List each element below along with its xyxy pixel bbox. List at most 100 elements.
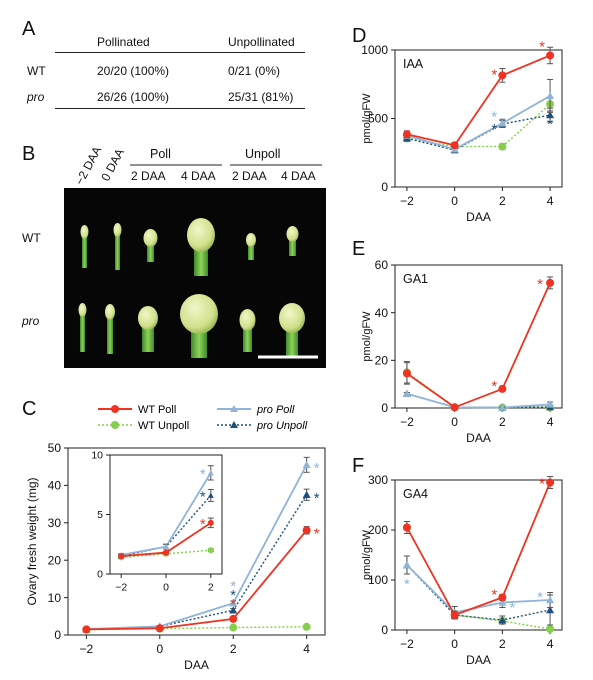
sub-label-unpoll-4: 4 DAA bbox=[281, 169, 316, 183]
row-label-wt: WT bbox=[22, 231, 41, 245]
group-label-unpoll: Unpoll bbox=[245, 147, 280, 161]
c-asterisk-pro-poll-4: * bbox=[314, 460, 320, 477]
d-asterisk-pro-poll-2: * bbox=[491, 108, 497, 125]
d-point-wt-poll bbox=[546, 51, 555, 60]
f-asterisk-wt-poll-4: * bbox=[539, 476, 545, 493]
sub-label-unpoll-2: 2 DAA bbox=[232, 169, 267, 183]
legend-marker-pro-poll bbox=[230, 405, 238, 412]
e-line-pro-poll bbox=[406, 392, 551, 409]
ovary-pro-minus2 bbox=[78, 303, 87, 352]
e-line-wt-poll bbox=[406, 282, 551, 409]
c-line-wt-poll bbox=[86, 529, 308, 631]
e-point-pro-poll bbox=[498, 403, 507, 411]
e-xtick-label: 2 bbox=[499, 415, 506, 429]
d-xtick-label: 2 bbox=[499, 194, 506, 208]
f-asterisk-pro-poll-2b: * bbox=[509, 600, 515, 617]
c-asterisk-pro-poll-2: * bbox=[230, 578, 236, 595]
f-line-pro-unpoll bbox=[406, 564, 551, 621]
table-rule bbox=[55, 108, 305, 109]
f-asterisk-pro-poll-minus2: * bbox=[404, 576, 410, 593]
d-point-wt-poll bbox=[450, 141, 459, 150]
c-point-wt-unpoll bbox=[229, 623, 238, 632]
d-ytick-label: 500 bbox=[368, 112, 388, 126]
c-xtick-label: 4 bbox=[303, 642, 310, 656]
c-inset-point-pro-unpoll bbox=[207, 492, 214, 498]
e-point-wt-poll bbox=[450, 403, 459, 412]
col-label-minus2: −2 DAA bbox=[72, 144, 104, 187]
d-ytick-label: 1000 bbox=[361, 43, 388, 57]
f-asterisk-pro-poll-4: * bbox=[537, 589, 543, 606]
e-xtick-label: −2 bbox=[400, 415, 414, 429]
c-inset-asterisk-pro-poll: * bbox=[200, 466, 206, 483]
f-point-pro-poll bbox=[402, 561, 411, 569]
ovary-wt-minus2 bbox=[80, 225, 89, 268]
chart-ga4: 0 100 200 300 −2 0 2 4 DAA pmol/gFW GA4 * * * * * bbox=[361, 473, 563, 667]
ovary-pro-unpoll-4 bbox=[279, 303, 305, 358]
sub-label-poll-4: 4 DAA bbox=[181, 169, 216, 183]
legend-marker-wt-unpoll bbox=[111, 421, 119, 429]
c-point-pro-unpoll bbox=[229, 606, 238, 614]
ovary-pro-0 bbox=[105, 304, 115, 354]
e-xtick-label: 0 bbox=[451, 415, 458, 429]
c-inset-ytick-label: 0 bbox=[97, 569, 103, 581]
chart-ovary-weight-inset: 0 5 10 −2 0 2 * * * bbox=[91, 450, 223, 594]
c-xtick-label: 0 bbox=[156, 642, 163, 656]
c-asterisk-pro-unpoll-2: * bbox=[230, 587, 236, 604]
ovary-wt-unpoll-4 bbox=[286, 226, 299, 256]
e-point-pro-poll bbox=[402, 389, 411, 397]
d-line-pro-unpoll bbox=[406, 114, 551, 151]
e-title: GA1 bbox=[403, 272, 428, 286]
f-point-wt-poll bbox=[402, 523, 411, 532]
panel-letter-f: F bbox=[352, 455, 365, 477]
legend-marker-wt-poll bbox=[111, 405, 119, 413]
c-point-pro-unpoll bbox=[302, 490, 311, 498]
c-point-wt-unpoll bbox=[302, 622, 311, 631]
c-inset-asterisk-pro-unpoll: * bbox=[200, 488, 206, 505]
c-point-wt-poll bbox=[229, 614, 238, 623]
chart-ovary-weight: WT Poll pro Poll WT Unpoll pro Unpoll 0 1… bbox=[25, 404, 326, 672]
f-ytick-label: 0 bbox=[381, 623, 388, 637]
c-inset-xtick-label: 0 bbox=[163, 582, 169, 594]
f-frame bbox=[394, 479, 563, 631]
f-point-pro-poll bbox=[498, 598, 507, 606]
c-point-pro-poll bbox=[302, 460, 311, 469]
c-ytick-label: 30 bbox=[48, 516, 62, 530]
f-ytick-label: 100 bbox=[368, 573, 388, 587]
d-asterisk-wt-poll-4: * bbox=[539, 38, 545, 55]
e-point-wt-poll bbox=[402, 369, 411, 378]
d-ylabel: pmol/gFW bbox=[361, 93, 373, 144]
c-inset-point-wt-poll bbox=[163, 549, 169, 556]
c-inset-point-pro-poll bbox=[163, 543, 169, 550]
row-genotype-wt: WT bbox=[27, 64, 46, 78]
f-point-wt-poll bbox=[450, 611, 459, 619]
c-asterisk-wt-poll-4: * bbox=[314, 525, 320, 542]
c-inset-xtick-label: −2 bbox=[115, 582, 127, 594]
sub-label-poll-2: 2 DAA bbox=[131, 169, 166, 183]
f-title: GA4 bbox=[403, 487, 428, 501]
e-point-pro-poll bbox=[546, 400, 555, 408]
d-line-wt-poll bbox=[406, 54, 551, 147]
ovary-pro-poll-4 bbox=[180, 294, 218, 358]
f-xtick-label: 4 bbox=[547, 637, 554, 651]
c-ytick-label: 50 bbox=[48, 441, 62, 455]
panel-letter-b: B bbox=[22, 143, 36, 165]
legend-label-pro-unpoll: pro Unpoll bbox=[256, 420, 308, 432]
e-line-wt-unpoll bbox=[406, 371, 551, 409]
e-xtick-label: 4 bbox=[547, 415, 554, 429]
d-asterisk-pro-unpoll-2: * bbox=[491, 121, 497, 138]
c-xtick-label: 2 bbox=[230, 642, 237, 656]
f-ylabel: pmol/gFW bbox=[361, 529, 373, 580]
c-xlabel: DAA bbox=[184, 658, 209, 672]
f-line-pro-poll bbox=[406, 564, 551, 614]
f-asterisk-wt-poll-2: * bbox=[491, 587, 497, 604]
row-wt-unpollinated: 0/21 (0%) bbox=[228, 64, 281, 78]
c-inset-point-pro-poll bbox=[207, 469, 214, 476]
c-inset-ytick-label: 5 bbox=[97, 509, 103, 521]
row-pro-unpollinated: 25/31 (81%) bbox=[228, 90, 294, 104]
d-ytick-label: 0 bbox=[381, 180, 388, 194]
c-inset-ytick-label: 10 bbox=[91, 450, 103, 462]
legend-label-pro-poll: pro Poll bbox=[256, 404, 295, 416]
f-ytick-label: 200 bbox=[368, 523, 388, 537]
e-ylabel: pmol/gFW bbox=[361, 311, 373, 362]
